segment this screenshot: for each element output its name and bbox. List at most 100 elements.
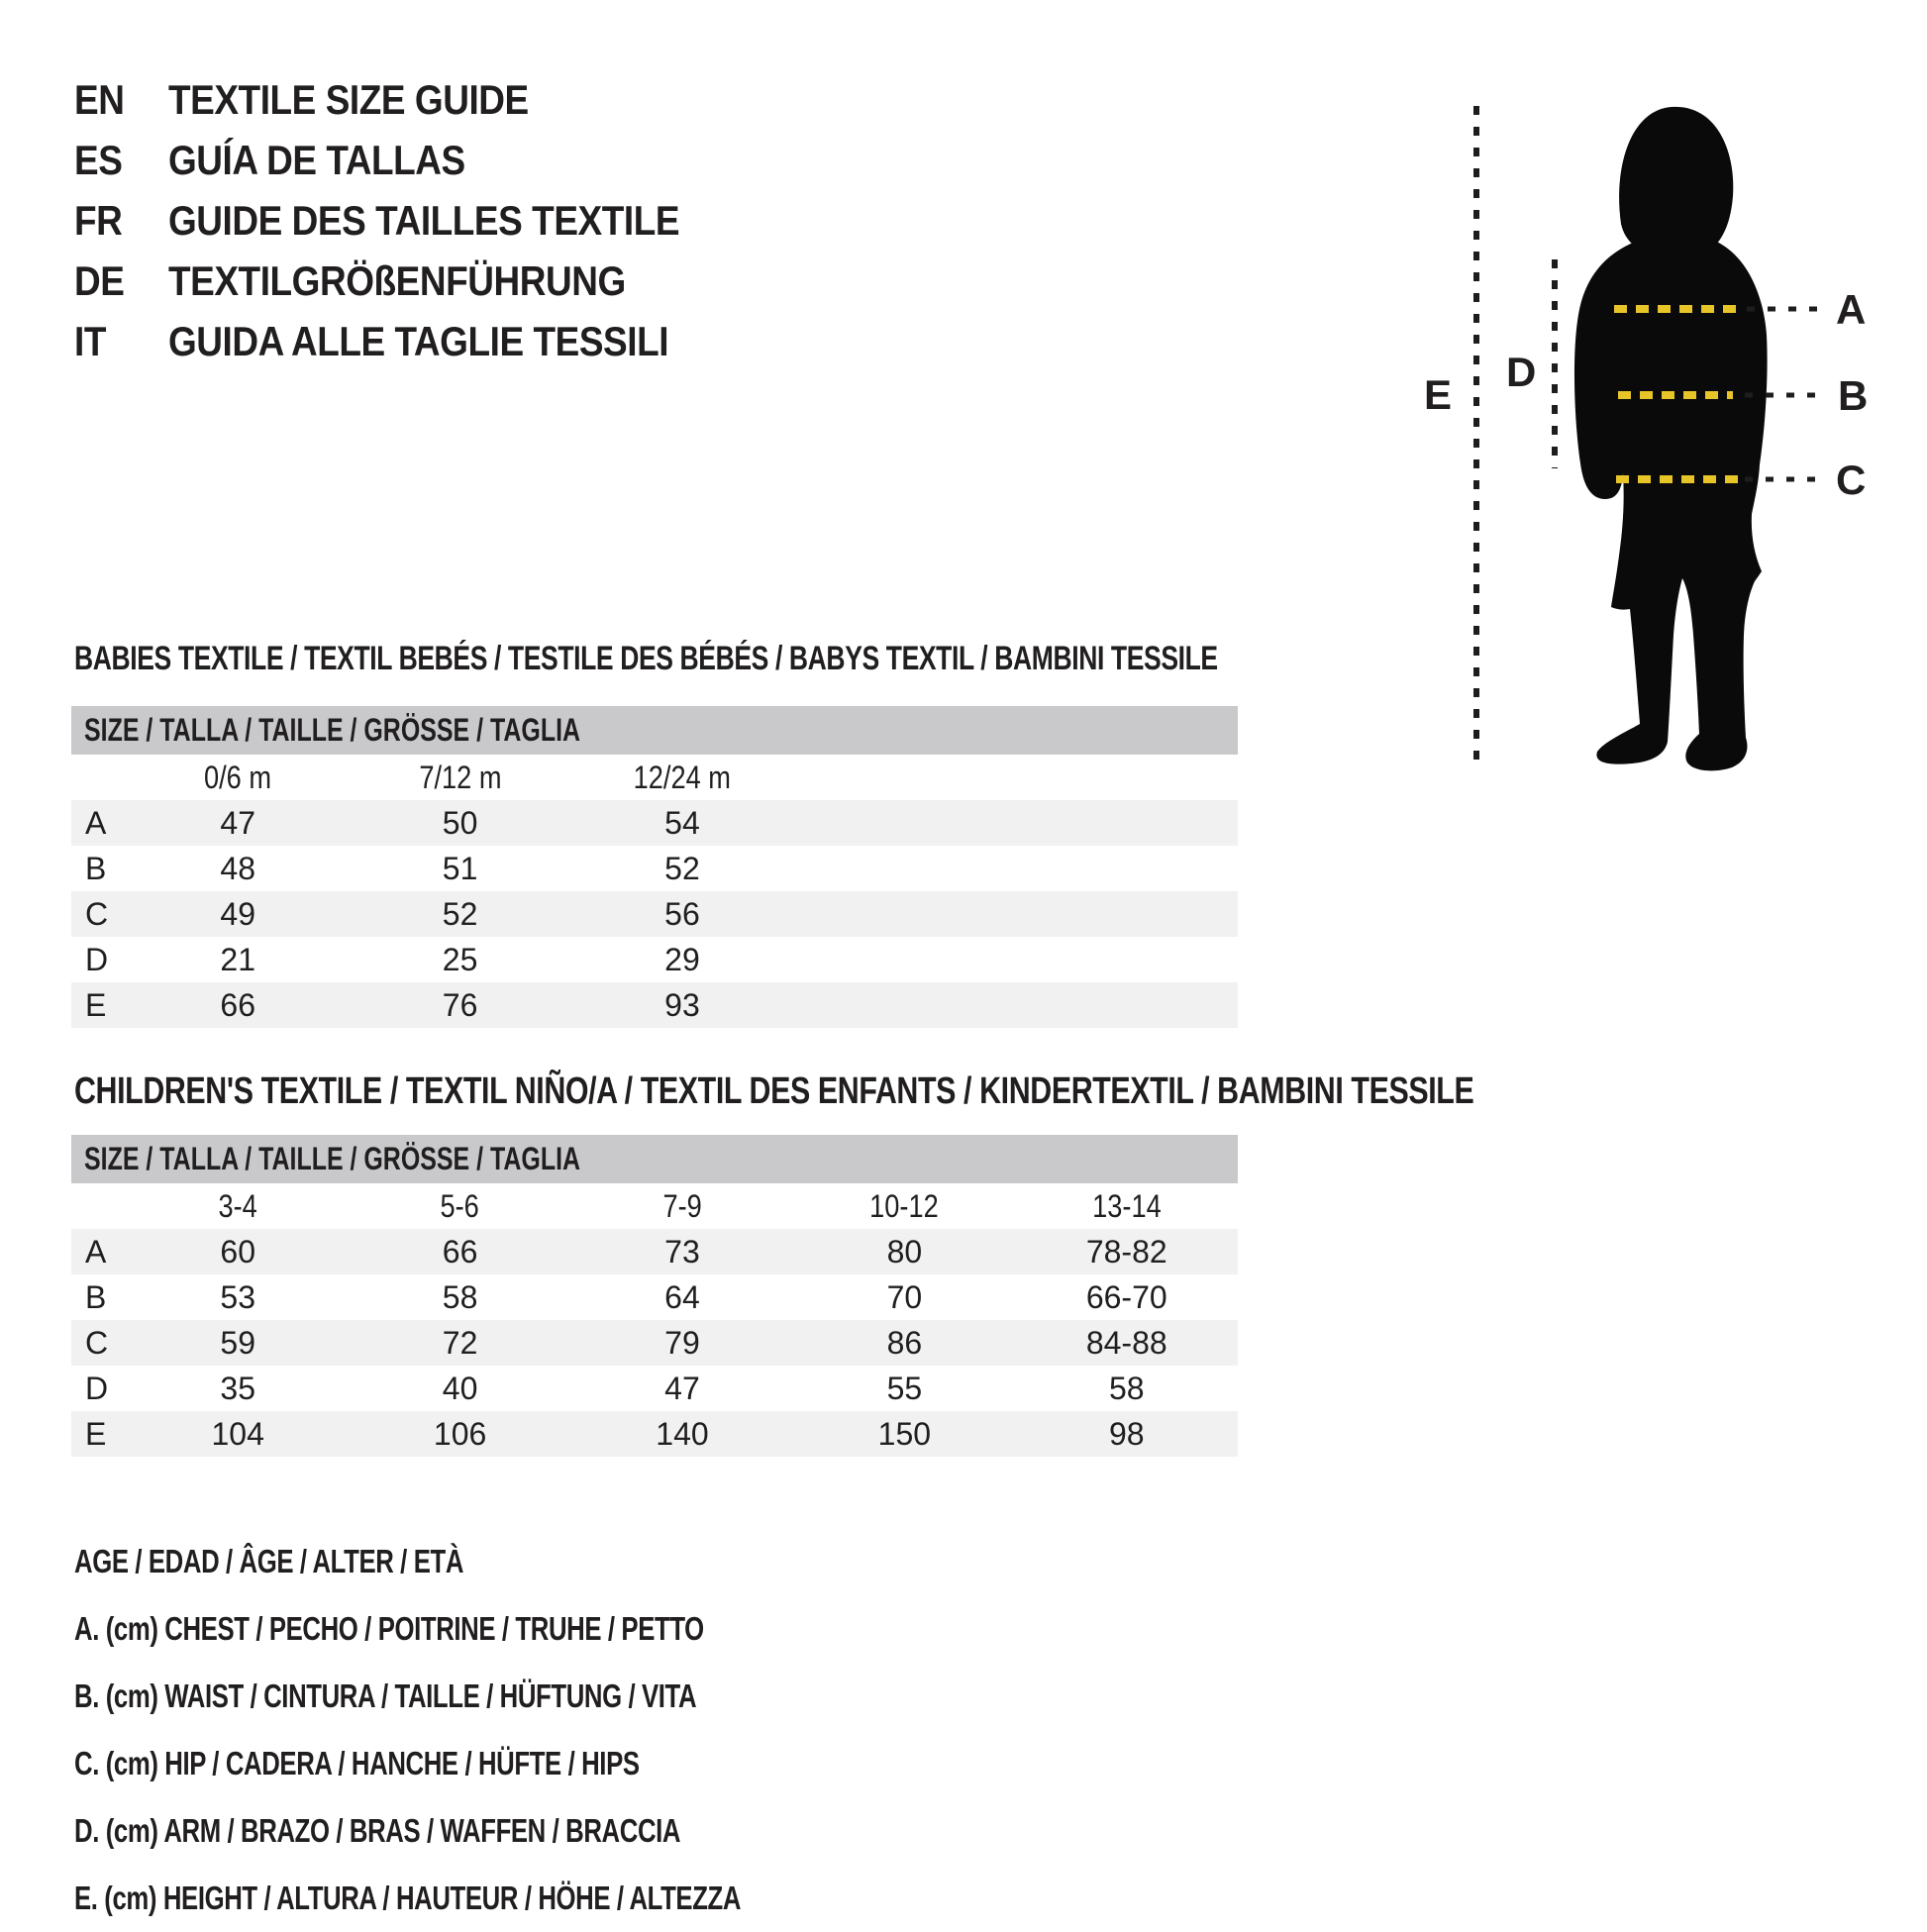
cell: 53 — [220, 1278, 255, 1315]
table-row-a: A 60 66 73 80 78-82 — [71, 1229, 1238, 1274]
cell: 76 — [442, 986, 478, 1023]
legend-hip: C. (cm) HIP / CADERA / HANCHE / HÜFTE / … — [74, 1745, 640, 1781]
cell: 58 — [442, 1278, 478, 1315]
cell: 25 — [442, 941, 478, 977]
marker-label-b: B — [1838, 372, 1868, 419]
cell: 66-70 — [1085, 1278, 1167, 1315]
language-code: DE — [74, 256, 125, 304]
babies-col-7-12m: 7/12 m — [419, 759, 502, 795]
guide-title-fr: GUIDE DES TAILLES TEXTILE — [168, 196, 680, 244]
measurement-legend: AGE / EDAD / ÂGE / ALTER / ETÀ A. (cm) C… — [74, 1528, 929, 1932]
guide-title-it: GUIDA ALLE TAGLIE TESSILI — [168, 317, 669, 364]
cell: 21 — [220, 941, 255, 977]
cell: 52 — [442, 895, 478, 932]
children-col-3-4: 3-4 — [218, 1187, 257, 1224]
cell: 66 — [442, 1233, 478, 1270]
table-row-c: C 49 52 56 — [71, 891, 1238, 937]
row-label: B — [85, 1278, 107, 1315]
cell: 70 — [886, 1278, 923, 1315]
cell: 35 — [220, 1370, 255, 1406]
legend-age: AGE / EDAD / ÂGE / ALTER / ETÀ — [74, 1543, 464, 1579]
cell: 54 — [664, 804, 700, 841]
marker-label-a: A — [1836, 286, 1866, 333]
table-row-d: D 21 25 29 — [71, 937, 1238, 982]
cell: 80 — [886, 1233, 923, 1270]
row-label: D — [85, 941, 109, 977]
row-label: A — [85, 1233, 107, 1270]
cell: 73 — [664, 1233, 700, 1270]
row-label: B — [85, 850, 107, 886]
cell: 47 — [220, 804, 255, 841]
language-title-list: EN TEXTILE SIZE GUIDE ES GUÍA DE TALLAS … — [74, 69, 749, 371]
language-row-en: EN TEXTILE SIZE GUIDE — [74, 69, 749, 130]
size-header-label: SIZE / TALLA / TAILLE / GRÖSSE / TAGLIA — [84, 712, 581, 748]
children-col-10-12: 10-12 — [869, 1187, 940, 1224]
cell: 64 — [664, 1278, 700, 1315]
table-row-b: B 53 58 64 70 66-70 — [71, 1274, 1238, 1320]
child-head-silhouette — [1619, 106, 1734, 251]
language-code: IT — [74, 317, 106, 364]
size-header-label: SIZE / TALLA / TAILLE / GRÖSSE / TAGLIA — [84, 1141, 581, 1176]
cell: 56 — [664, 895, 700, 932]
row-label: E — [85, 986, 107, 1023]
table-row-a: A 47 50 54 — [71, 800, 1238, 846]
cell: 79 — [664, 1324, 700, 1361]
children-col-13-14: 13-14 — [1091, 1187, 1162, 1224]
table-row-e: E 66 76 93 — [71, 982, 1238, 1028]
legend-chest: A. (cm) CHEST / PECHO / POITRINE / TRUHE… — [74, 1610, 704, 1647]
children-size-header-bar: SIZE / TALLA / TAILLE / GRÖSSE / TAGLIA — [71, 1135, 1238, 1183]
babies-col-12-24m: 12/24 m — [633, 759, 732, 795]
cell: 104 — [211, 1415, 264, 1452]
cell: 29 — [664, 941, 700, 977]
cell: 72 — [442, 1324, 478, 1361]
legend-height: E. (cm) HEIGHT / ALTURA / HAUTEUR / HÖHE… — [74, 1880, 742, 1916]
table-row-e: E 104 106 140 150 98 — [71, 1411, 1238, 1457]
table-row-b: B 48 51 52 — [71, 846, 1238, 891]
marker-label-d: D — [1506, 349, 1536, 395]
cell: 49 — [220, 895, 255, 932]
babies-size-table: SIZE / TALLA / TAILLE / GRÖSSE / TAGLIA … — [71, 706, 1238, 1028]
marker-label-c: C — [1836, 457, 1866, 503]
cell: 55 — [886, 1370, 923, 1406]
cell: 48 — [220, 850, 255, 886]
table-row-d: D 35 40 47 55 58 — [71, 1366, 1238, 1411]
language-code: ES — [74, 136, 123, 183]
cell: 47 — [664, 1370, 700, 1406]
children-section-title: CHILDREN'S TEXTILE / TEXTIL NIÑO/A / TEX… — [74, 1070, 1474, 1112]
guide-title-en: TEXTILE SIZE GUIDE — [168, 75, 529, 123]
children-col-5-6: 5-6 — [440, 1187, 480, 1224]
guide-title-de: TEXTILGRÖßENFÜHRUNG — [168, 256, 626, 304]
row-label: D — [85, 1370, 109, 1406]
cell: 59 — [220, 1324, 255, 1361]
cell: 58 — [1108, 1370, 1145, 1406]
legend-arm: D. (cm) ARM / BRAZO / BRAS / WAFFEN / BR… — [74, 1812, 681, 1849]
row-label: C — [85, 1324, 109, 1361]
children-size-table: SIZE / TALLA / TAILLE / GRÖSSE / TAGLIA … — [71, 1135, 1238, 1457]
cell: 50 — [442, 804, 478, 841]
cell: 86 — [886, 1324, 923, 1361]
language-code: EN — [74, 75, 125, 123]
language-row-it: IT GUIDA ALLE TAGLIE TESSILI — [74, 311, 749, 371]
marker-label-e: E — [1424, 371, 1452, 418]
cell: 40 — [442, 1370, 478, 1406]
cell: 51 — [442, 850, 478, 886]
children-col-7-9: 7-9 — [662, 1187, 702, 1224]
cell: 52 — [664, 850, 700, 886]
cell: 140 — [656, 1415, 709, 1452]
language-code: FR — [74, 196, 123, 244]
row-label: C — [85, 895, 109, 932]
row-label: E — [85, 1415, 107, 1452]
babies-section-title: BABIES TEXTILE / TEXTIL BEBÉS / TESTILE … — [74, 640, 1218, 677]
language-row-fr: FR GUIDE DES TAILLES TEXTILE — [74, 190, 749, 251]
children-column-header-row: 3-4 5-6 7-9 10-12 13-14 — [71, 1183, 1238, 1229]
row-label: A — [85, 804, 107, 841]
cell: 150 — [877, 1415, 932, 1452]
language-row-es: ES GUÍA DE TALLAS — [74, 130, 749, 190]
cell: 60 — [220, 1233, 255, 1270]
babies-col-0-6m: 0/6 m — [204, 759, 272, 795]
cell: 106 — [433, 1415, 487, 1452]
cell: 84-88 — [1085, 1324, 1167, 1361]
legend-waist: B. (cm) WAIST / CINTURA / TAILLE / HÜFTU… — [74, 1678, 697, 1714]
cell: 78-82 — [1085, 1233, 1167, 1270]
